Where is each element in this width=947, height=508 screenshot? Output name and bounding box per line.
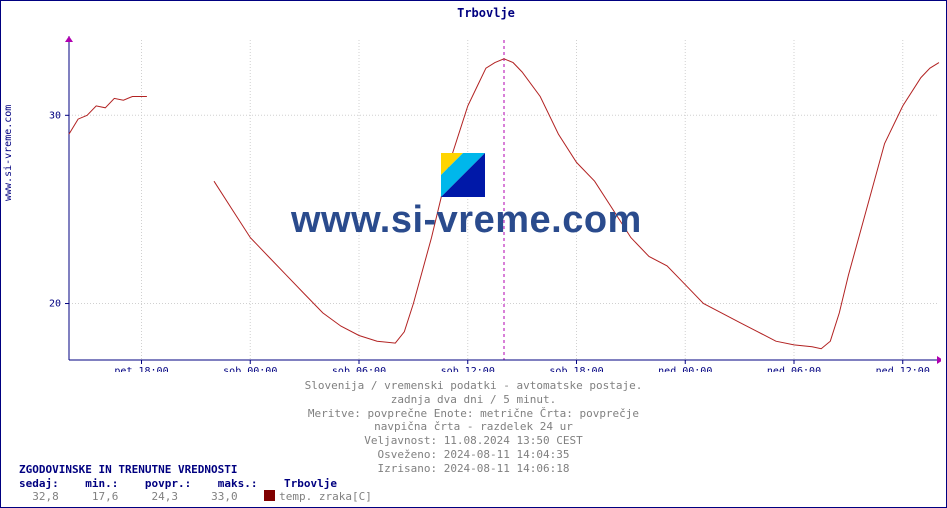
site-side-label: www.si-vreme.com xyxy=(3,105,14,201)
svg-text:sob 12:00: sob 12:00 xyxy=(441,366,495,372)
svg-text:sob 06:00: sob 06:00 xyxy=(332,366,386,372)
chart-footer: Slovenija / vremenski podatki - avtomats… xyxy=(1,379,946,475)
watermark-logo xyxy=(441,153,485,197)
stats-values: 32,8 17,6 24,3 33,0 temp. zraka[C] xyxy=(19,490,372,503)
stats-headers: sedaj: min.: povpr.: maks.: Trbovlje xyxy=(19,477,372,490)
footer-line: Slovenija / vremenski podatki - avtomats… xyxy=(1,379,946,393)
stats-title: ZGODOVINSKE IN TRENUTNE VREDNOSTI xyxy=(19,463,372,476)
svg-text:sob 00:00: sob 00:00 xyxy=(223,366,277,372)
svg-text:ned 06:00: ned 06:00 xyxy=(767,366,821,372)
chart-title: Trbovlje xyxy=(31,6,941,20)
svg-text:20: 20 xyxy=(49,299,61,310)
legend-swatch xyxy=(264,490,275,501)
watermark-text: www.si-vreme.com xyxy=(291,199,642,242)
svg-text:30: 30 xyxy=(49,110,61,121)
footer-line: zadnja dva dni / 5 minut. xyxy=(1,393,946,407)
svg-text:pet 18:00: pet 18:00 xyxy=(114,366,168,372)
svg-text:ned 00:00: ned 00:00 xyxy=(658,366,712,372)
chart-area: Trbovlje pet 18:00 sob 00:00 sob 06:00 sob … xyxy=(31,6,941,371)
footer-line: Meritve: povprečne Enote: metrične Črta:… xyxy=(1,407,946,421)
footer-line: navpična črta - razdelek 24 ur xyxy=(1,420,946,434)
footer-line: Osveženo: 2024-08-11 14:04:35 xyxy=(1,448,946,462)
chart-svg: pet 18:00 sob 00:00 sob 06:00 sob 12:00 sob … xyxy=(31,22,941,372)
svg-text:ned 12:00: ned 12:00 xyxy=(876,366,930,372)
svg-text:sob 18:00: sob 18:00 xyxy=(549,366,603,372)
stats-block: ZGODOVINSKE IN TRENUTNE VREDNOSTI sedaj:… xyxy=(19,463,372,503)
footer-line: Veljavnost: 11.08.2024 13:50 CEST xyxy=(1,434,946,448)
